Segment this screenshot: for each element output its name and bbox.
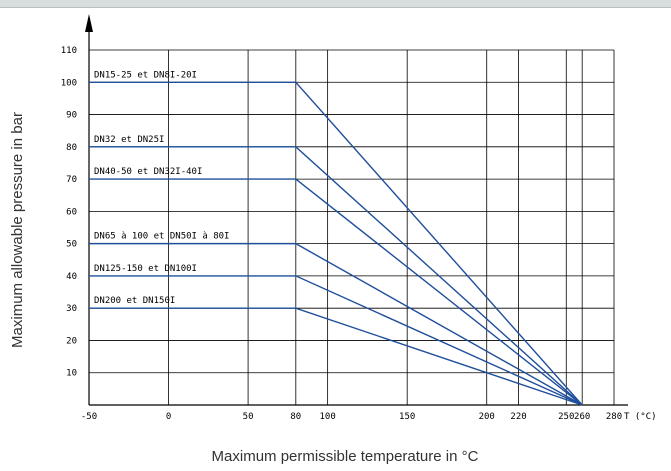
x-tick-label: 200 [479, 412, 495, 422]
series-label: DN15-25 et DN8I-20I [94, 70, 197, 80]
y-tick-label: 30 [66, 304, 77, 314]
series-line [89, 146, 583, 406]
x-tick-label: 220 [510, 412, 526, 422]
series-label: DN65 à 100 et DN50I à 80I [94, 232, 229, 242]
series-label: DN200 et DN150I [94, 296, 175, 306]
series-line [89, 178, 583, 406]
axes [85, 14, 628, 406]
series-label: DN32 et DN25I [94, 135, 164, 145]
y-axis-arrow [85, 14, 93, 32]
series-line [89, 275, 583, 406]
series-label: DN125-150 et DN100I [94, 264, 197, 274]
tick-labels: -50 0 50 80 100 150 200 220 250 260 280 10 20 30 40 50 6… [61, 46, 622, 422]
x-tick-label: 280 [606, 412, 622, 422]
series-label: DN40-50 et DN32I-40I [94, 167, 202, 177]
top-bar [0, 0, 671, 8]
x-axis-title: Maximum permissible temperature in °C [212, 448, 479, 465]
x-tick-label: -50 [81, 412, 97, 422]
y-tick-label: 100 [61, 78, 77, 88]
series-lines [89, 81, 583, 406]
y-tick-label: 110 [61, 46, 77, 56]
y-tick-label: 40 [66, 272, 77, 282]
y-tick-label: 10 [66, 369, 77, 379]
series-line [89, 307, 583, 406]
y-tick-label: 50 [66, 240, 77, 250]
y-tick-label: 60 [66, 207, 77, 217]
x-tick-label: 250 [558, 412, 574, 422]
x-tick-label: 0 [166, 412, 171, 422]
x-tick-label: 80 [290, 412, 301, 422]
x-tick-label: 150 [399, 412, 415, 422]
x-tick-label: 50 [243, 412, 254, 422]
y-axis-title: Maximum allowable pressure in bar [9, 112, 26, 348]
y-tick-label: 20 [66, 336, 77, 346]
x-tick-label: 100 [320, 412, 336, 422]
x-tick-label: 260 [574, 412, 590, 422]
y-tick-label: 70 [66, 175, 77, 185]
series-line [89, 81, 583, 406]
y-tick-label: 90 [66, 111, 77, 121]
y-tick-label: 80 [66, 143, 77, 153]
series-labels: DN15-25 et DN8I-20I DN32 et DN25I DN40-50 … [94, 70, 229, 306]
series-line [89, 242, 583, 406]
x-axis-unit-label: T (°C) [624, 412, 657, 422]
